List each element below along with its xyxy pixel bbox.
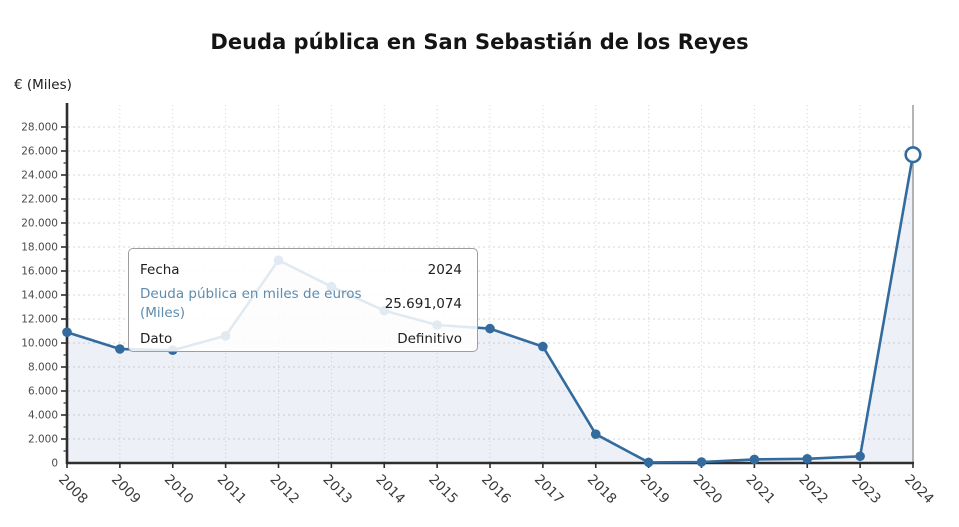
y-axis-label-16000: 16.000 xyxy=(21,266,58,278)
x-axis-label-2013: 2013 xyxy=(320,472,356,508)
y-axis-label-22000: 22.000 xyxy=(21,194,58,206)
x-axis-label-2015: 2015 xyxy=(425,472,461,508)
y-axis-label-4000: 4.000 xyxy=(28,410,58,422)
x-axis-label-2012: 2012 xyxy=(267,472,303,508)
data-point-2009[interactable] xyxy=(115,344,125,354)
x-axis-label-2022: 2022 xyxy=(795,472,831,508)
x-axis-label-2023: 2023 xyxy=(848,472,884,508)
y-axis-label-26000: 26.000 xyxy=(21,146,58,158)
tooltip-series-label: Deuda pública en miles de euros (Miles) xyxy=(140,285,362,321)
tooltip-status-value: Definitivo xyxy=(397,330,462,347)
x-axis-label-2018: 2018 xyxy=(584,472,620,508)
data-point-2020[interactable] xyxy=(696,457,707,467)
y-axis-label-12000: 12.000 xyxy=(21,314,58,326)
x-axis-label-2009: 2009 xyxy=(108,472,144,508)
x-axis-label-2024: 2024 xyxy=(901,472,937,508)
x-axis-label-2021: 2021 xyxy=(743,472,779,508)
data-point-2019[interactable] xyxy=(643,457,654,468)
tooltip-date-label: Fecha xyxy=(140,261,180,278)
series-area-fill xyxy=(67,154,913,463)
tooltip-date-value: 2024 xyxy=(427,261,462,278)
x-axis-label-2016: 2016 xyxy=(478,472,514,508)
y-axis-label-20000: 20.000 xyxy=(21,218,58,230)
data-point-2021[interactable] xyxy=(749,454,760,465)
chart-title: Deuda pública en San Sebastián de los Re… xyxy=(210,30,749,54)
x-axis-label-2019: 2019 xyxy=(637,472,673,508)
x-axis-label-2010: 2010 xyxy=(161,472,197,508)
data-point-2023[interactable] xyxy=(855,451,865,462)
y-axis-label-10000: 10.000 xyxy=(21,338,58,350)
y-axis-label-14000: 14.000 xyxy=(21,290,58,302)
tooltip: Fecha 2024 Deuda pública en miles de eur… xyxy=(128,248,478,352)
y-axis-label-28000: 28.000 xyxy=(21,122,58,134)
tooltip-series-value: 25.691,074 xyxy=(384,295,462,312)
y-axis-label-24000: 24.000 xyxy=(21,170,58,182)
data-point-2022[interactable] xyxy=(802,454,813,464)
x-axis-label-2011: 2011 xyxy=(214,472,250,508)
y-axis-label-8000: 8.000 xyxy=(28,362,58,374)
x-axis-label-2008: 2008 xyxy=(55,472,91,508)
x-axis-label-2020: 2020 xyxy=(690,472,726,508)
data-point-2008[interactable] xyxy=(62,327,72,338)
y-axis-unit-label: € (Miles) xyxy=(14,77,72,93)
tooltip-series-row: Deuda pública en miles de euros (Miles) … xyxy=(140,283,462,324)
y-axis-label-18000: 18.000 xyxy=(21,242,58,254)
tooltip-status-label: Dato xyxy=(140,330,173,347)
tooltip-status-row: Dato Definitivo xyxy=(140,326,462,351)
tooltip-date-row: Fecha 2024 xyxy=(140,257,462,282)
data-point-2018[interactable] xyxy=(590,429,601,440)
y-axis-label-0: 0 xyxy=(51,458,58,470)
y-axis-label-2000: 2.000 xyxy=(28,434,58,446)
data-point-2017[interactable] xyxy=(538,341,548,352)
data-point-2024-highlighted[interactable] xyxy=(904,146,922,164)
x-axis-label-2017: 2017 xyxy=(531,472,567,508)
x-axis-label-2014: 2014 xyxy=(372,472,408,508)
y-axis-label-6000: 6.000 xyxy=(28,386,58,398)
data-point-2016[interactable] xyxy=(485,323,495,334)
